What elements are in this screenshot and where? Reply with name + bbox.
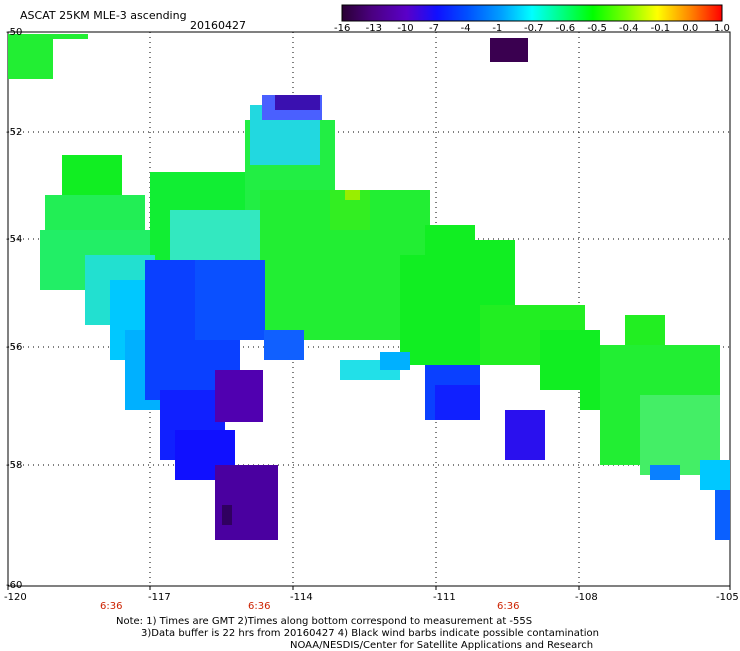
colorbar-label: -0.6 bbox=[555, 23, 576, 34]
data-cell bbox=[264, 330, 304, 360]
data-cell bbox=[715, 490, 730, 540]
time-label-2: 6:36 bbox=[248, 601, 271, 612]
colorbar-label: -1 bbox=[492, 23, 503, 34]
colorbar-label: -0.7 bbox=[524, 23, 544, 34]
product-title: ASCAT 25KM MLE-3 ascending bbox=[20, 9, 187, 22]
time-label-3: 6:36 bbox=[497, 601, 520, 612]
data-cell bbox=[222, 505, 232, 525]
note-line-1: Note: 1) Times are GMT 2)Times along bot… bbox=[116, 616, 533, 627]
data-cell bbox=[215, 370, 263, 422]
data-cell bbox=[650, 465, 680, 480]
date-label: 20160427 bbox=[190, 19, 246, 32]
lat-label-50: -50 bbox=[6, 27, 23, 38]
time-label-1: 6:36 bbox=[100, 601, 123, 612]
lat-label-60: -60 bbox=[6, 580, 23, 591]
colorbar-label: -10 bbox=[397, 23, 414, 34]
colorbar-label: 1.0 bbox=[714, 23, 730, 34]
data-cell bbox=[345, 190, 360, 200]
lon-label-120: -120 bbox=[4, 592, 27, 603]
data-cell bbox=[215, 465, 278, 540]
data-cell bbox=[700, 460, 730, 490]
lon-label-117: -117 bbox=[148, 592, 171, 603]
lon-label-114: -114 bbox=[290, 592, 313, 603]
data-cell bbox=[490, 38, 528, 62]
data-cell bbox=[62, 155, 122, 195]
colorbar-gradient bbox=[341, 4, 723, 22]
colorbar-label: -16 bbox=[334, 23, 351, 34]
colorbar-label: -4 bbox=[460, 23, 471, 34]
data-cell bbox=[435, 385, 480, 420]
data-cell bbox=[8, 34, 53, 79]
lat-label-54: -54 bbox=[6, 234, 23, 245]
lat-label-52: -52 bbox=[6, 127, 23, 138]
lon-label-111: -111 bbox=[433, 592, 456, 603]
map-frame bbox=[7, 31, 731, 587]
note-line-3: NOAA/NESDIS/Center for Satellite Applica… bbox=[290, 640, 594, 651]
data-cell bbox=[505, 410, 545, 460]
note-line-2: 3)Data buffer is 22 hrs from 20160427 4)… bbox=[141, 628, 599, 639]
data-cell bbox=[195, 260, 265, 340]
data-cells bbox=[8, 34, 730, 540]
lon-label-105: -105 bbox=[716, 592, 739, 603]
colorbar-label: -13 bbox=[365, 23, 382, 34]
data-cell bbox=[30, 34, 88, 39]
lon-label-108: -108 bbox=[575, 592, 598, 603]
colorbar-label: -0.5 bbox=[587, 23, 607, 34]
colorbar-label: -0.1 bbox=[650, 23, 671, 34]
lat-label-56: -56 bbox=[6, 342, 23, 353]
colorbar-label: -7 bbox=[429, 23, 439, 34]
lat-label-58: -58 bbox=[6, 460, 23, 471]
data-cell bbox=[380, 352, 410, 370]
colorbar-label: 0.0 bbox=[682, 23, 699, 34]
colorbar bbox=[341, 4, 723, 22]
colorbar-label: -0.4 bbox=[619, 23, 639, 34]
data-cell bbox=[275, 95, 320, 110]
